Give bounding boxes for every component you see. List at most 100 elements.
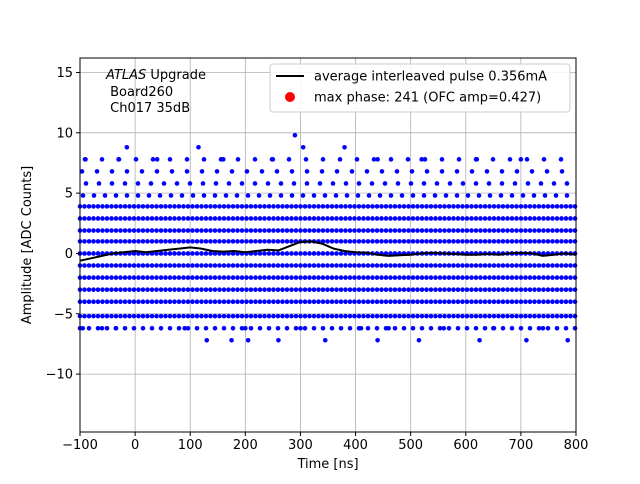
- adc-sample-point: [262, 239, 267, 244]
- adc-sample-point: [500, 275, 506, 280]
- adc-sample-point: [523, 204, 528, 209]
- adc-sample-point: [140, 299, 146, 305]
- adc-sample-point: [280, 204, 285, 209]
- adc-sample-point: [361, 299, 366, 305]
- adc-sample-point: [392, 313, 398, 319]
- adc-sample-point: [379, 169, 385, 174]
- adc-sample-point: [149, 228, 155, 233]
- adc-sample-point: [316, 287, 321, 292]
- adc-sample-point: [464, 216, 470, 221]
- adc-sample-point: [185, 325, 191, 331]
- adc-sample-point: [325, 216, 330, 221]
- adc-sample-point: [154, 157, 160, 162]
- adc-sample-point: [253, 239, 258, 244]
- board-label: Board260: [106, 85, 173, 100]
- adc-sample-point: [176, 204, 182, 209]
- adc-sample-point: [469, 239, 474, 244]
- adc-sample-point: [379, 287, 384, 292]
- adc-sample-point: [433, 299, 438, 305]
- adc-sample-point: [518, 239, 524, 244]
- adc-sample-point: [127, 204, 132, 209]
- adc-sample-point: [104, 275, 110, 280]
- adc-sample-point: [473, 263, 479, 268]
- adc-sample-point: [469, 204, 474, 209]
- adc-sample-point: [509, 313, 515, 319]
- adc-sample-point: [334, 299, 339, 305]
- adc-sample-point: [158, 287, 164, 292]
- adc-sample-point: [91, 216, 96, 221]
- adc-sample-point: [168, 193, 174, 198]
- adc-sample-point: [217, 313, 222, 319]
- adc-sample-point: [203, 299, 209, 305]
- adc-sample-point: [172, 275, 177, 280]
- adc-sample-point: [163, 287, 168, 292]
- legend-box: [269, 63, 571, 113]
- adc-sample-point: [199, 275, 204, 280]
- adc-sample-point: [217, 239, 222, 244]
- adc-sample-point: [388, 299, 393, 305]
- adc-sample-point: [532, 263, 537, 268]
- adc-sample-point: [257, 325, 263, 331]
- adc-sample-point: [217, 204, 222, 209]
- adc-sample-point: [239, 275, 245, 280]
- adc-sample-point: [559, 239, 564, 244]
- adc-sample-point: [127, 216, 132, 221]
- adc-sample-point: [563, 216, 569, 221]
- adc-sample-point: [469, 313, 474, 319]
- adc-sample-point: [172, 239, 177, 244]
- adc-sample-point: [361, 313, 366, 319]
- adc-sample-point: [140, 228, 146, 233]
- adc-sample-point: [275, 299, 281, 305]
- adc-sample-point: [388, 216, 393, 221]
- adc-sample-point: [316, 251, 321, 256]
- x-tick-label: 600: [453, 438, 478, 453]
- adc-sample-point: [514, 204, 519, 209]
- adc-sample-point: [482, 228, 488, 233]
- adc-sample-point: [532, 239, 537, 244]
- adc-sample-point: [149, 325, 155, 331]
- adc-sample-point: [550, 313, 555, 319]
- adc-sample-point: [135, 181, 141, 186]
- adc-sample-point: [133, 157, 139, 162]
- adc-sample-point: [334, 287, 339, 292]
- adc-sample-point: [163, 239, 168, 244]
- adc-sample-point: [469, 263, 474, 268]
- adc-sample-point: [204, 338, 210, 343]
- adc-sample-point: [212, 239, 218, 244]
- adc-sample-point: [104, 228, 110, 233]
- adc-sample-point: [568, 313, 573, 319]
- adc-sample-point: [284, 275, 290, 280]
- adc-sample-point: [95, 228, 101, 233]
- adc-sample-point: [520, 193, 526, 198]
- adc-sample-point: [289, 299, 294, 305]
- adc-sample-point: [122, 204, 128, 209]
- adc-sample-point: [172, 313, 177, 319]
- adc-sample-point: [365, 299, 371, 305]
- adc-sample-point: [563, 299, 569, 305]
- adc-sample-point: [109, 204, 114, 209]
- adc-sample-point: [82, 287, 87, 292]
- adc-sample-point: [424, 228, 429, 233]
- adc-sample-point: [226, 299, 231, 305]
- adc-sample-point: [371, 157, 377, 162]
- adc-sample-point: [541, 157, 547, 162]
- adc-sample-point: [446, 275, 452, 280]
- x-tick-label: 100: [178, 438, 203, 453]
- adc-sample-point: [563, 287, 569, 292]
- adc-sample-point: [356, 228, 362, 233]
- adc-sample-point: [460, 299, 465, 305]
- adc-sample-point: [330, 181, 336, 186]
- adc-sample-point: [536, 313, 542, 319]
- adc-sample-point: [505, 313, 510, 319]
- adc-sample-point: [541, 313, 546, 319]
- adc-sample-point: [509, 287, 515, 292]
- adc-sample-point: [343, 204, 348, 209]
- adc-sample-point: [122, 325, 128, 331]
- adc-sample-point: [558, 157, 564, 162]
- adc-sample-point: [474, 157, 480, 162]
- adc-sample-point: [124, 144, 130, 150]
- adc-sample-point: [505, 228, 510, 233]
- adc-sample-point: [365, 216, 371, 221]
- adc-sample-point: [451, 216, 456, 221]
- y-tick-label: −10: [46, 368, 73, 383]
